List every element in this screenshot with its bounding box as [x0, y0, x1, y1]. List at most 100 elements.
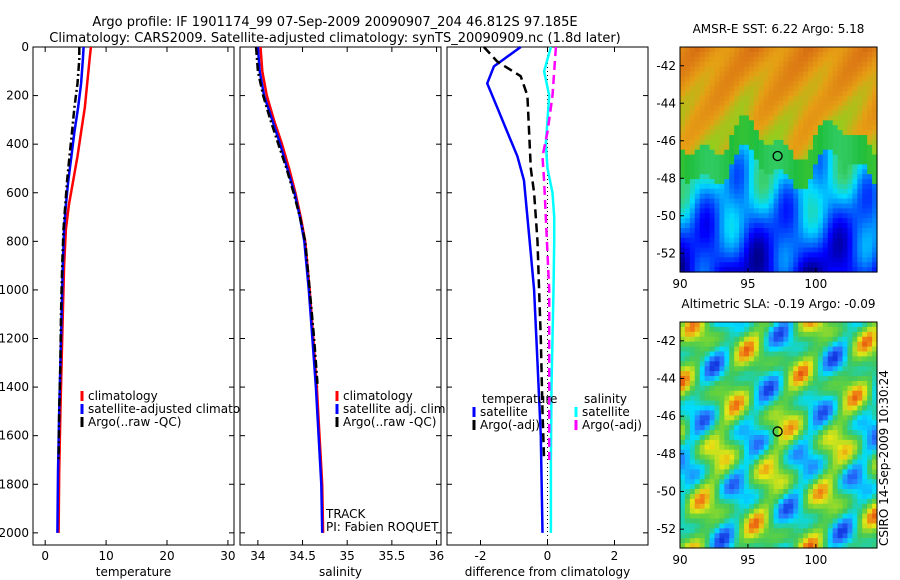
heatmap-cell [753, 326, 760, 333]
heatmap-cell [768, 400, 775, 407]
heatmap-cell [837, 449, 844, 456]
heatmap-cell [822, 454, 829, 461]
heatmap-cell [808, 380, 814, 387]
heatmap-cell [709, 267, 716, 273]
heatmap-cell [680, 242, 686, 249]
heatmap-cell [783, 380, 789, 387]
heatmap-cell [704, 66, 711, 73]
heatmap-cell [680, 543, 686, 549]
heatmap-cell [714, 528, 720, 534]
heatmap-cell [699, 493, 706, 500]
heatmap-cell [684, 469, 691, 475]
heatmap-cell [778, 449, 785, 456]
heatmap-cell [827, 262, 834, 268]
heatmap-cell [773, 493, 780, 500]
heatmap-cell [744, 400, 750, 407]
heatmap-cell [778, 66, 785, 73]
heatmap-cell [827, 479, 834, 485]
heatmap-cell [822, 376, 829, 382]
heatmap-cell [837, 262, 844, 268]
heatmap-cell [709, 385, 716, 392]
heatmap-cell [729, 218, 735, 224]
heatmap-cell [793, 523, 799, 529]
heatmap-cell [788, 508, 794, 515]
heatmap-cell [719, 135, 725, 141]
heatmap-cell [719, 415, 725, 421]
heatmap-cell [837, 454, 844, 461]
heatmap-cell [812, 425, 819, 431]
heatmap-cell [689, 405, 696, 412]
heatmap-cell [783, 213, 789, 219]
heatmap-cell [793, 47, 799, 53]
heatmap-cell [808, 341, 814, 348]
heatmap-cell [827, 489, 834, 495]
heatmap-cell [763, 120, 770, 126]
heatmap-cell [704, 326, 711, 333]
heatmap-cell [793, 538, 799, 544]
heatmap-cell [768, 420, 775, 426]
heatmap-cell [788, 449, 794, 456]
heatmap-cell [773, 523, 780, 529]
heatmap-cell [842, 341, 849, 348]
heatmap-cell [680, 439, 686, 446]
heatmap-cell [744, 154, 750, 161]
heatmap-cell [694, 232, 701, 239]
heatmap-cell [709, 356, 716, 362]
heatmap-cell [709, 449, 716, 456]
heatmap-cell [709, 361, 716, 367]
heatmap-cell [709, 183, 716, 190]
heatmap-cell [803, 66, 809, 73]
heatmap-cell [763, 183, 770, 190]
heatmap-cell [842, 444, 849, 451]
heatmap-cell [837, 523, 844, 529]
heatmap-cell [768, 390, 775, 397]
heatmap-cell [798, 493, 804, 500]
heatmap-cell [827, 218, 834, 224]
heatmap-cell [847, 376, 853, 382]
heatmap-cell [788, 336, 794, 343]
heatmap-cell [763, 267, 770, 273]
heatmap-cell [778, 366, 785, 372]
heatmap-cell [798, 420, 804, 426]
heatmap-cell [793, 135, 799, 141]
heatmap-cell [867, 247, 873, 254]
y-tick-label: 400 [6, 137, 29, 151]
heatmap-cell [704, 188, 711, 195]
heatmap-cell [847, 513, 853, 520]
heatmap-cell [808, 218, 814, 224]
heatmap-cell [714, 115, 720, 121]
heatmap-cell [862, 183, 868, 190]
heatmap-cell [812, 232, 819, 239]
heatmap-cell [827, 86, 834, 92]
heatmap-cell [689, 252, 696, 258]
heatmap-cell [729, 267, 735, 273]
heatmap-cell [724, 376, 730, 382]
heatmap-cell [842, 322, 849, 328]
heatmap-cell [684, 425, 691, 431]
heatmap-cell [803, 508, 809, 515]
heatmap-cell [714, 336, 720, 343]
heatmap-cell [704, 262, 711, 268]
heatmap-cell [744, 331, 750, 338]
heatmap-cell [852, 47, 858, 53]
heatmap-cell [748, 149, 755, 156]
heatmap-cell [857, 538, 863, 544]
heatmap-cell [867, 61, 873, 68]
heatmap-cell [788, 81, 794, 87]
heatmap-cell [857, 400, 863, 407]
heatmap-cell [758, 267, 765, 273]
heatmap-cell [867, 390, 873, 397]
heatmap-cell [699, 366, 706, 372]
heatmap-cell [862, 425, 868, 431]
heatmap-cell [763, 47, 770, 53]
heatmap-cell [763, 56, 770, 63]
heatmap-cell [817, 331, 824, 338]
heatmap-cell [808, 523, 814, 529]
heatmap-cell [748, 213, 755, 219]
heatmap-cell [783, 218, 789, 224]
heatmap-cell [862, 380, 868, 387]
heatmap-cell [709, 223, 716, 229]
heatmap-cell [768, 464, 775, 470]
heatmap-cell [684, 390, 691, 397]
heatmap-cell [778, 513, 785, 520]
